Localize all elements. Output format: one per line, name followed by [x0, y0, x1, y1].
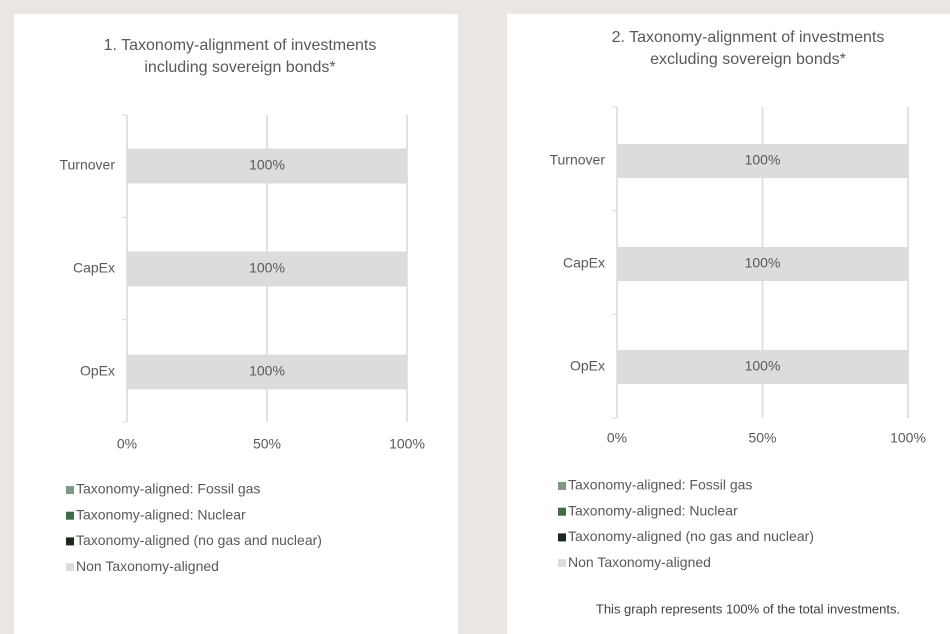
value-label: 100% [249, 157, 285, 173]
legend-swatch [558, 482, 566, 490]
value-label: 100% [745, 358, 781, 374]
x-tick-label: 100% [890, 430, 926, 446]
legend-swatch [66, 486, 74, 494]
x-tick-label: 100% [389, 436, 425, 452]
legend-label: Taxonomy-aligned: Nuclear [76, 506, 246, 522]
chart-title: 2. Taxonomy-alignment of investments [612, 29, 885, 46]
bar-segment [127, 251, 407, 287]
panel [507, 14, 950, 634]
legend-label: Taxonomy-aligned: Nuclear [568, 502, 738, 518]
legend-label: Taxonomy-aligned (no gas and nuclear) [76, 532, 322, 548]
legend-swatch [558, 559, 566, 568]
panel [14, 14, 458, 634]
legend-label: Non Taxonomy-aligned [568, 554, 711, 570]
x-tick-label: 0% [117, 436, 137, 452]
value-label: 100% [249, 260, 285, 276]
legend-label: Taxonomy-aligned (no gas and nuclear) [568, 528, 814, 544]
category-label: Turnover [59, 157, 115, 173]
chart-title: 1. Taxonomy-alignment of investments [104, 37, 377, 54]
legend-swatch [66, 563, 74, 572]
note: This graph represents 100% of the total … [596, 601, 900, 616]
legend-label: Non Taxonomy-aligned [76, 558, 219, 574]
x-tick-label: 50% [748, 430, 776, 446]
bar-segment [617, 247, 908, 281]
x-tick-label: 0% [607, 430, 627, 446]
category-label: CapEx [73, 260, 115, 276]
legend-label: Taxonomy-aligned: Fossil gas [568, 477, 752, 493]
category-label: OpEx [80, 363, 115, 379]
bar-segment [617, 144, 908, 178]
value-label: 100% [249, 363, 285, 379]
chart-title: excluding sovereign bonds* [650, 51, 846, 68]
legend-swatch [558, 533, 566, 542]
legend-swatch [66, 537, 74, 546]
value-label: 100% [745, 255, 781, 271]
category-label: OpEx [570, 358, 605, 374]
bar-segment [127, 354, 407, 390]
value-label: 100% [745, 152, 781, 168]
legend-swatch [66, 511, 74, 520]
legend-label: Taxonomy-aligned: Fossil gas [76, 481, 260, 497]
legend-swatch [558, 507, 566, 516]
x-tick-label: 50% [253, 436, 281, 452]
category-label: Turnover [549, 152, 605, 168]
category-label: CapEx [563, 255, 605, 271]
chart-title: including sovereign bonds* [144, 59, 335, 76]
bar-segment [127, 148, 407, 184]
bar-segment [617, 350, 908, 384]
